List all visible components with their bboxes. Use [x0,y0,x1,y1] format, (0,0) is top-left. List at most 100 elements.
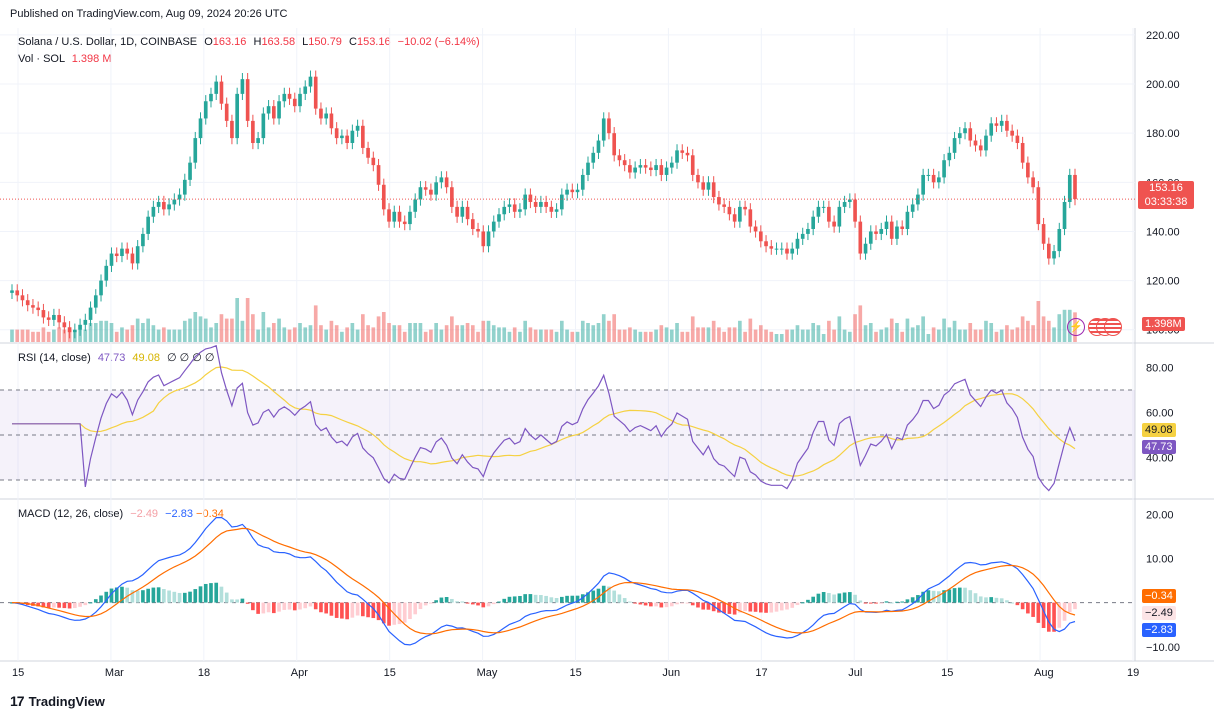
volume-bar [848,331,852,342]
candle-body [874,231,878,234]
volume-bar [162,327,166,342]
candle-body [287,93,292,99]
volume-bar [790,329,795,342]
candle-body [952,138,957,153]
volume-value: 1.398 M [71,53,112,65]
candle-body [188,162,192,180]
volume-bar [858,305,863,342]
macd-histogram-bar [601,585,606,603]
macd-histogram-bar [292,602,297,611]
lightning-icon[interactable]: ⚡ [1067,318,1085,336]
candle-body [596,140,601,153]
price-tick-label: 140.00 [1146,226,1180,238]
macd-histogram-bar [114,587,119,603]
date-tick-label: 18 [198,667,210,679]
candle-body [329,113,334,129]
volume-bar [643,331,648,342]
candle-body [46,317,51,320]
volume-bar [607,320,611,342]
candle-body [292,98,297,107]
macd-histogram-bar [570,595,575,603]
volume-bar [36,331,41,342]
volume-bar [308,325,313,342]
macd-histogram-bar [397,602,402,625]
candle-body [649,167,653,171]
macd-histogram-bar [895,601,899,603]
volume-bar [816,325,821,342]
volume-bar [586,323,590,342]
volume-bar [580,320,585,342]
volume-bar [544,329,548,342]
candle-body [282,93,287,102]
candle-body [476,228,480,232]
candle-body [685,152,690,156]
macd-label[interactable]: MACD (12, 26, close) [18,508,124,520]
rsi-label[interactable]: RSI (14, close) [18,352,91,364]
candle-body [497,214,501,222]
candle-body [533,201,538,207]
volume-bar [240,320,245,342]
macd-histogram-bar [298,602,302,610]
volume-bar [994,331,999,342]
macd-histogram-bar [905,599,910,603]
candle-body [1015,135,1020,144]
volume-bar [884,327,889,342]
candle-body [41,310,46,318]
volume-bar [685,331,690,342]
candle-body [743,206,747,210]
volume-label[interactable]: Vol · SOL [18,53,65,65]
macd-histogram-bar [125,587,130,603]
macd-histogram-bar [842,592,847,603]
macd-histogram-bar [156,587,161,603]
volume-bar [738,320,742,342]
candle-body [926,174,931,176]
candle-body [151,206,156,217]
volume-bar [104,320,109,342]
macd-histogram-bar [1020,602,1025,610]
macd-histogram-bar [418,602,423,610]
volume-bar [659,325,664,342]
volume-bar [287,329,292,342]
volume-bar [732,327,737,342]
macd-histogram-bar [622,598,627,603]
candle-body [633,167,637,173]
candle-body [104,265,109,281]
macd-histogram-bar [151,587,156,603]
macd-histogram-bar [832,594,836,603]
macd-histogram-bar [88,602,93,604]
macd-histogram-bar [413,602,418,615]
volume-bar [486,320,491,342]
macd-histogram-bar [717,602,721,613]
macd-histogram-bar [848,592,852,603]
candle-body [1010,130,1014,136]
volume-bar [518,331,522,342]
date-tick-label: 15 [570,667,582,679]
us-flag-icon-3[interactable] [1104,318,1122,336]
volume-bar [591,325,596,342]
volume-bar [371,327,376,342]
candle-body [806,228,810,234]
macd-histogram-bar [1067,602,1072,613]
macd-histogram-bar [795,602,800,606]
macd-histogram-bar [423,602,428,606]
macd-histogram-bar [533,594,538,603]
macd-histogram-bar [46,602,51,609]
candle-body [251,120,255,144]
volume-bar [141,323,145,342]
macd-histogram-bar [554,598,559,603]
macd-histogram-bar [182,592,187,603]
macd-histogram-bar [1010,602,1014,604]
candle-body [324,113,329,119]
volume-bar [214,323,219,342]
macd-histogram-bar [470,602,475,605]
candle-body [313,76,318,109]
volume-bar [612,314,617,342]
macd-histogram-bar [319,602,323,613]
volume-bar [1026,320,1030,342]
macd-histogram-bar [41,602,46,608]
macd-histogram-bar [219,586,224,603]
symbol-title[interactable]: Solana / U.S. Dollar, 1D, COINBASE [18,36,198,48]
macd-histogram-bar [329,602,334,616]
volume-bar [25,329,30,342]
